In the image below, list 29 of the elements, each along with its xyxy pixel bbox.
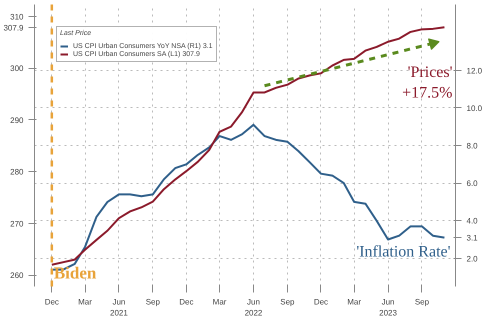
y-tick-label: 310 — [10, 12, 24, 22]
y2-tick-label: 2.0 — [466, 254, 478, 264]
x-tick-label: Dec — [179, 298, 194, 306]
y-tick-label: 290 — [10, 116, 24, 125]
x-tick-label: Jun 2022 — [244, 298, 263, 318]
x-tick-label: Mar — [347, 298, 362, 306]
y2-tick-label: 4.0 — [466, 216, 478, 226]
ref-line-label: Biden — [54, 264, 97, 282]
y-tick-label: 280 — [10, 168, 24, 177]
x-tick-label: Dec — [44, 298, 59, 306]
y2-tick-label: 3.1 — [466, 234, 478, 243]
y-tick-label: 260 — [10, 271, 24, 280]
y2-tick-label: 8.0 — [466, 142, 478, 150]
y2-tick-label: 10.0 — [466, 104, 483, 113]
annotation: 'Prices' +17.5% — [402, 64, 453, 102]
x-tick-label: Mar — [212, 298, 227, 306]
x-tick-label: Mar — [78, 298, 92, 306]
y2-tick-label: 12.0 — [466, 66, 483, 76]
x-tick-label: Sep — [146, 298, 161, 306]
annotation: 'Inflation Rate' — [356, 244, 451, 260]
x-tick-label: Dec — [314, 298, 328, 306]
y2-tick-label: 6.0 — [466, 179, 478, 188]
y-tick-label: 300 — [10, 64, 24, 74]
x-tick-label: Jun 2021 — [110, 298, 128, 318]
y-tick-label: 307.9 — [3, 23, 24, 32]
x-tick-label: Sep — [280, 298, 296, 306]
y-tick-label: 270 — [10, 219, 24, 228]
x-tick-label: Sep — [414, 298, 430, 306]
x-tick-label: Jun 2023 — [379, 298, 398, 318]
